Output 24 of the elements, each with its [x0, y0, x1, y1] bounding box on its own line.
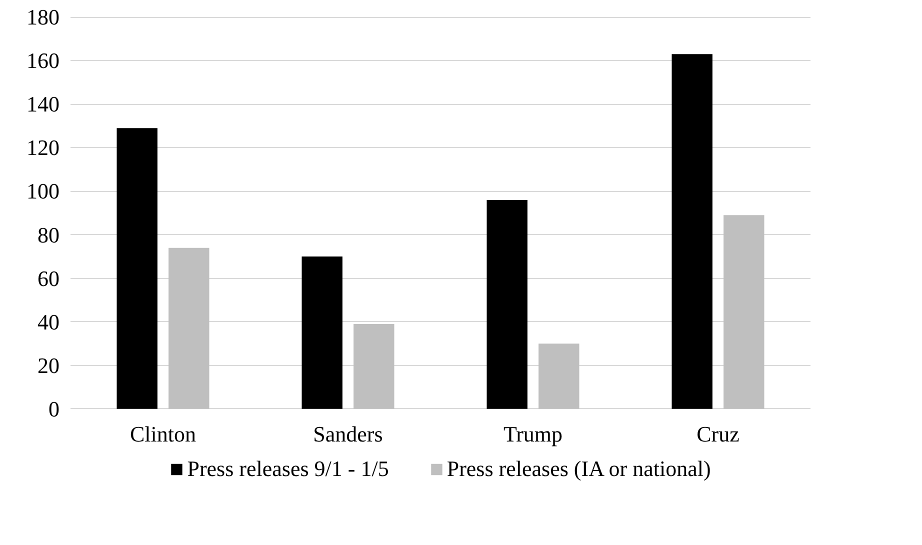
legend-label: Press releases (IA or national): [446, 456, 711, 482]
x-tick-label: Cruz: [696, 422, 740, 446]
bar: [724, 215, 764, 409]
legend-label: Press releases 9/1 - 1/5: [187, 456, 389, 482]
y-tick-label: 60: [38, 266, 60, 291]
y-tick-label: 180: [26, 4, 60, 30]
x-tick-label: Clinton: [130, 422, 196, 446]
y-tick-label: 120: [26, 135, 60, 160]
y-tick-label: 40: [38, 309, 60, 334]
bar: [168, 248, 210, 409]
x-tick-label: Trump: [503, 422, 563, 446]
y-tick-label: 160: [26, 48, 60, 74]
bar: [672, 54, 712, 409]
bar: [116, 128, 158, 409]
y-tick-label: 20: [38, 352, 60, 378]
y-tick-label: 80: [38, 222, 60, 248]
bar: [302, 256, 342, 409]
bar: [538, 344, 580, 409]
bar: [354, 324, 394, 409]
y-tick-label: 100: [26, 178, 60, 204]
x-tick-label: Sanders: [313, 422, 383, 446]
y-tick-label: 0: [48, 396, 60, 422]
y-tick-label: 140: [26, 92, 60, 117]
bar: [486, 200, 528, 409]
